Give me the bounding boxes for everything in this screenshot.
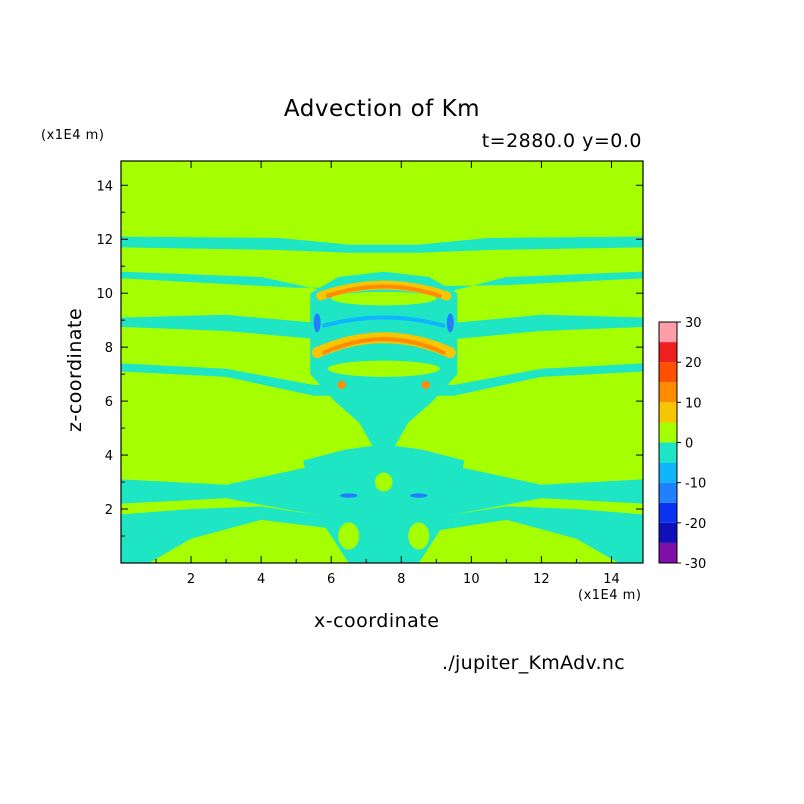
warm-spot-right xyxy=(421,380,430,389)
x-axis-label: x-coordinate xyxy=(314,610,440,632)
y-tick-label: 6 xyxy=(105,395,113,410)
x-tick-label: 2 xyxy=(187,572,195,587)
y-tick-label: 8 xyxy=(105,341,113,356)
colorbar-swatch xyxy=(659,382,677,403)
colorbar-swatch xyxy=(659,342,677,363)
y-tick-label: 14 xyxy=(96,179,113,194)
chart-title: Advection of Km xyxy=(283,96,481,122)
x-tick-label: 8 xyxy=(397,572,405,587)
x-tick-label: 6 xyxy=(327,572,335,587)
colorbar-swatch xyxy=(659,502,677,523)
island-e xyxy=(374,472,393,492)
colorbar-swatch xyxy=(659,462,677,483)
y-tick-label: 4 xyxy=(105,449,113,464)
y-tick-label: 2 xyxy=(105,503,113,518)
colorbar-swatch xyxy=(659,362,677,383)
band-z12 xyxy=(121,236,643,253)
cool-mark-right xyxy=(446,313,454,333)
y-tick-label: 10 xyxy=(96,287,113,302)
cool-mark-low-right xyxy=(410,493,428,498)
central-dome xyxy=(310,271,458,447)
x-tick-label: 14 xyxy=(603,572,620,587)
chart-subtitle: t=2880.0 y=0.0 xyxy=(481,130,642,152)
y-axis-unit: (x1E4 m) xyxy=(41,128,105,143)
warm-arc-upper-inner xyxy=(325,284,442,298)
colorbar-swatch xyxy=(659,482,677,503)
source-filename: ./jupiter_KmAdv.nc xyxy=(442,652,625,674)
cool-mark-left xyxy=(313,313,321,333)
colorbar-label: -20 xyxy=(685,517,706,532)
island-c xyxy=(338,522,360,550)
colorbar-label: 20 xyxy=(685,356,702,371)
colorbar-swatch xyxy=(659,322,677,343)
plume-stem xyxy=(352,390,416,442)
x-tick-label: 4 xyxy=(257,572,265,587)
cool-mark-low-left xyxy=(339,493,358,498)
x-tick-label: 10 xyxy=(463,572,480,587)
colorbar-label: -10 xyxy=(685,477,706,492)
bottom-flow xyxy=(121,506,643,563)
plot-frame xyxy=(120,160,644,564)
colorbar-label: 0 xyxy=(685,437,693,452)
x-tick-label: 12 xyxy=(533,572,550,587)
island-b xyxy=(327,360,440,377)
cool-arc-mid xyxy=(322,315,446,328)
colorbar-swatch xyxy=(659,422,677,443)
warm-arc-lower-inner xyxy=(322,337,446,355)
x-axis-unit: (x1E4 m) xyxy=(578,588,642,603)
colorbar-label: 30 xyxy=(685,316,702,331)
colorbar-swatch xyxy=(659,402,677,423)
colorbar-swatch xyxy=(659,442,677,463)
colorbar-swatch xyxy=(659,542,677,563)
y-tick-label: 12 xyxy=(96,233,113,248)
warm-spot-left xyxy=(337,380,346,389)
colorbar-label: -30 xyxy=(685,557,706,572)
island-a xyxy=(331,291,437,306)
island-d xyxy=(408,522,430,550)
colorbar-label: 10 xyxy=(685,396,702,411)
colorbar-swatch xyxy=(659,522,677,543)
